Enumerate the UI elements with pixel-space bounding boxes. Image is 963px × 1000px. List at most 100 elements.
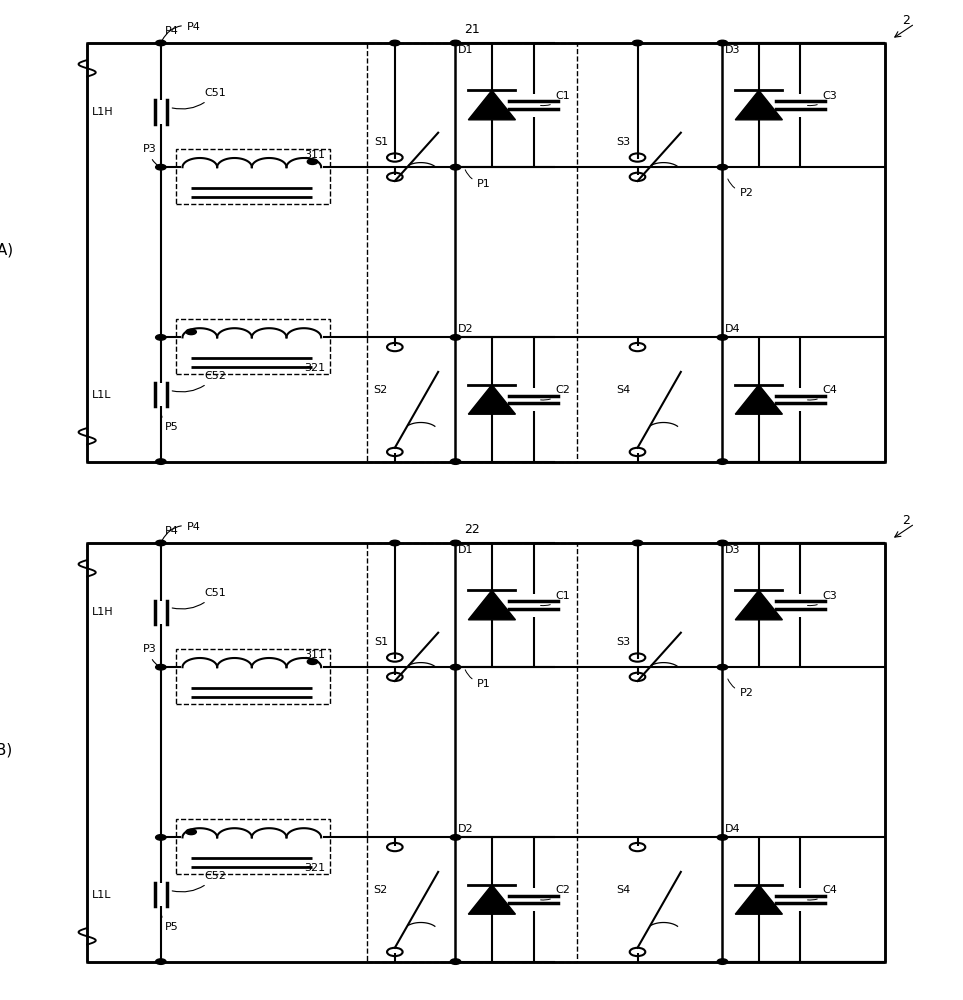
Circle shape [451, 540, 460, 546]
Circle shape [156, 664, 166, 670]
Text: C1: C1 [540, 591, 570, 606]
Text: (B): (B) [0, 742, 13, 758]
Circle shape [717, 835, 728, 840]
Circle shape [451, 40, 460, 46]
Text: S4: S4 [616, 885, 631, 895]
Text: C52: C52 [172, 871, 226, 892]
Text: D1: D1 [458, 545, 474, 555]
Text: S4: S4 [616, 385, 631, 395]
Text: C1: C1 [540, 91, 570, 106]
Bar [176, 819, 329, 874]
Text: 311: 311 [304, 150, 325, 160]
Polygon shape [468, 885, 515, 914]
Bar [176, 319, 329, 374]
Text: 2: 2 [902, 514, 910, 527]
Circle shape [186, 329, 196, 335]
Circle shape [451, 164, 460, 170]
Circle shape [633, 40, 642, 46]
Text: S3: S3 [616, 637, 631, 647]
Text: C4: C4 [808, 385, 837, 400]
Circle shape [717, 664, 728, 670]
Text: P2: P2 [728, 679, 754, 698]
Text: 2: 2 [902, 14, 910, 27]
Text: P4: P4 [166, 26, 179, 36]
Text: C3: C3 [808, 591, 837, 606]
Text: P1: P1 [465, 670, 491, 689]
Circle shape [717, 540, 728, 546]
Circle shape [156, 40, 166, 46]
Text: S2: S2 [374, 885, 388, 895]
Circle shape [451, 335, 460, 340]
Text: P5: P5 [161, 414, 179, 432]
Circle shape [156, 540, 166, 546]
Text: C51: C51 [172, 88, 226, 109]
Circle shape [186, 829, 196, 835]
Text: D2: D2 [458, 324, 474, 334]
Text: L1H: L1H [91, 107, 113, 117]
Text: C51: C51 [172, 588, 226, 609]
Polygon shape [736, 590, 782, 620]
Text: S2: S2 [374, 385, 388, 395]
Text: C3: C3 [808, 91, 837, 106]
Text: S1: S1 [374, 137, 388, 147]
Bar [367, 543, 577, 962]
Text: P4: P4 [166, 526, 179, 536]
Circle shape [717, 335, 728, 340]
Text: 22: 22 [464, 523, 480, 536]
Text: D4: D4 [725, 324, 741, 334]
Text: (A): (A) [0, 242, 13, 257]
Text: D3: D3 [725, 545, 741, 555]
Circle shape [451, 835, 460, 840]
Text: P4: P4 [162, 521, 200, 541]
Circle shape [156, 335, 166, 340]
Text: 321: 321 [304, 363, 325, 373]
Text: P3: P3 [143, 644, 159, 666]
Polygon shape [468, 90, 515, 120]
Text: L1H: L1H [91, 607, 113, 617]
Circle shape [390, 40, 400, 46]
Circle shape [451, 664, 460, 670]
Bar [367, 43, 577, 462]
Polygon shape [736, 385, 782, 414]
Text: P5: P5 [161, 914, 179, 932]
Text: C4: C4 [808, 885, 837, 900]
Circle shape [156, 459, 166, 464]
Text: C2: C2 [540, 885, 570, 900]
Circle shape [156, 835, 166, 840]
Circle shape [717, 40, 728, 46]
Text: D1: D1 [458, 45, 474, 55]
Circle shape [717, 459, 728, 464]
Circle shape [717, 959, 728, 964]
Polygon shape [736, 90, 782, 120]
Circle shape [307, 159, 318, 164]
Polygon shape [468, 590, 515, 620]
Circle shape [451, 459, 460, 464]
Circle shape [307, 659, 318, 664]
Text: P3: P3 [143, 144, 159, 166]
Circle shape [156, 959, 166, 964]
Text: 311: 311 [304, 650, 325, 660]
Text: S3: S3 [616, 137, 631, 147]
Text: C2: C2 [540, 385, 570, 400]
Text: P1: P1 [465, 170, 491, 189]
Circle shape [451, 959, 460, 964]
Text: P2: P2 [728, 179, 754, 198]
Circle shape [633, 540, 642, 546]
Text: D3: D3 [725, 45, 741, 55]
Text: L1L: L1L [91, 390, 111, 400]
Polygon shape [736, 885, 782, 914]
Bar [176, 649, 329, 704]
Text: 21: 21 [464, 23, 480, 36]
Text: C52: C52 [172, 371, 226, 392]
Text: D4: D4 [725, 824, 741, 834]
Circle shape [156, 164, 166, 170]
Circle shape [390, 540, 400, 546]
Text: D2: D2 [458, 824, 474, 834]
Text: P4: P4 [162, 21, 200, 41]
Text: S1: S1 [374, 637, 388, 647]
Text: 321: 321 [304, 863, 325, 873]
Circle shape [717, 164, 728, 170]
Polygon shape [468, 385, 515, 414]
Text: L1L: L1L [91, 890, 111, 900]
Bar [176, 149, 329, 204]
